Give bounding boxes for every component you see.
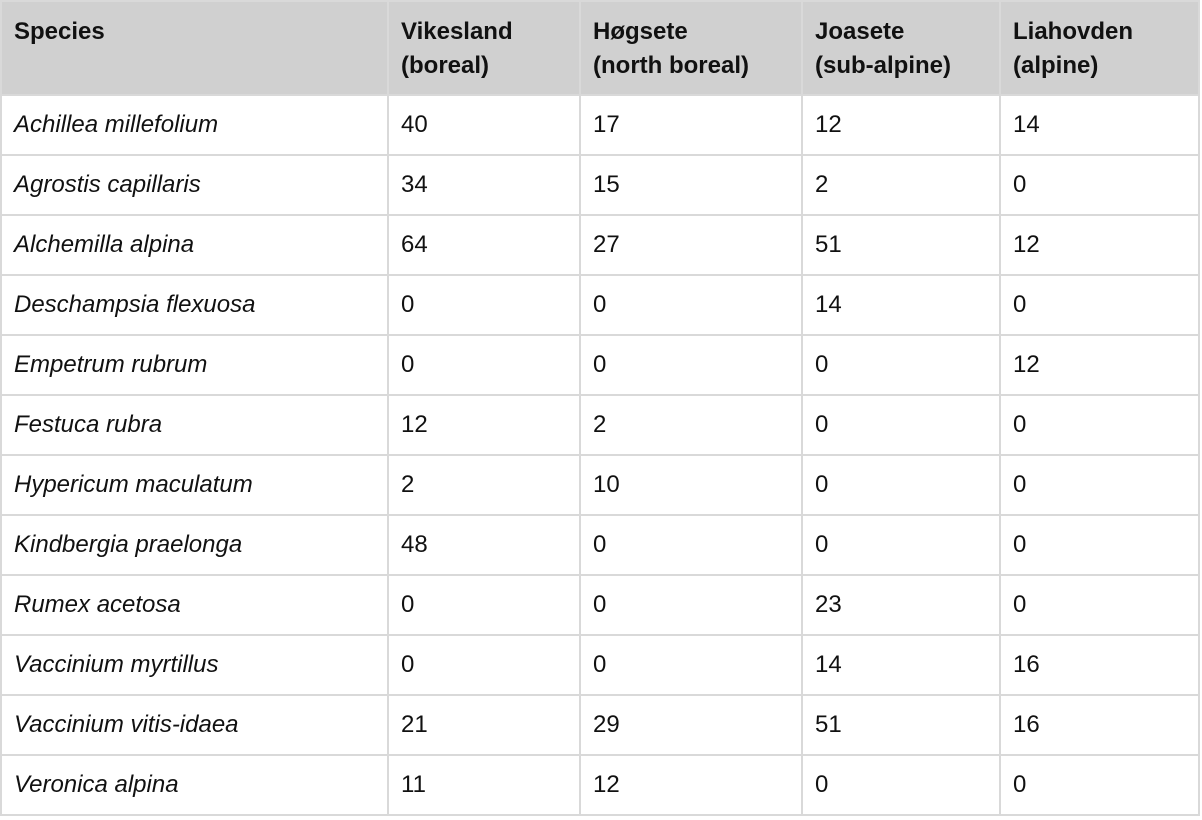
species-cell: Alchemilla alpina xyxy=(0,214,389,276)
joasete-cell: 2 xyxy=(801,154,1001,216)
table-row: Empetrum rubrum 0 0 0 12 xyxy=(0,334,1200,396)
hogsete-cell: 29 xyxy=(579,694,803,756)
joasete-cell: 51 xyxy=(801,694,1001,756)
joasete-cell: 51 xyxy=(801,214,1001,276)
hogsete-cell: 10 xyxy=(579,454,803,516)
header-hogsete: Høgsete (north boreal) xyxy=(579,0,803,96)
vikesland-cell: 64 xyxy=(387,214,581,276)
hogsete-cell: 12 xyxy=(579,754,803,816)
liahovden-cell: 14 xyxy=(999,94,1200,156)
hogsete-cell: 17 xyxy=(579,94,803,156)
vikesland-cell: 34 xyxy=(387,154,581,216)
species-cell: Kindbergia praelonga xyxy=(0,514,389,576)
hogsete-cell: 0 xyxy=(579,634,803,696)
joasete-cell: 12 xyxy=(801,94,1001,156)
liahovden-cell: 16 xyxy=(999,634,1200,696)
liahovden-cell: 0 xyxy=(999,574,1200,636)
header-vikesland: Vikesland (boreal) xyxy=(387,0,581,96)
hogsete-cell: 0 xyxy=(579,274,803,336)
species-cell: Hypericum maculatum xyxy=(0,454,389,516)
hogsete-cell: 27 xyxy=(579,214,803,276)
species-cell: Achillea millefolium xyxy=(0,94,389,156)
joasete-cell: 0 xyxy=(801,334,1001,396)
hogsete-cell: 0 xyxy=(579,574,803,636)
header-vikesland-site: Vikesland xyxy=(401,18,513,45)
table-header: Species Vikesland (boreal) Høgsete (nort… xyxy=(0,0,1200,96)
table-row: Kindbergia praelonga 48 0 0 0 xyxy=(0,514,1200,576)
species-cell: Vaccinium myrtillus xyxy=(0,634,389,696)
table-row: Alchemilla alpina 64 27 51 12 xyxy=(0,214,1200,276)
species-cell: Veronica alpina xyxy=(0,754,389,816)
liahovden-cell: 16 xyxy=(999,694,1200,756)
table-body: Achillea millefolium 40 17 12 14 Agrosti… xyxy=(0,94,1200,816)
vikesland-cell: 2 xyxy=(387,454,581,516)
vikesland-cell: 0 xyxy=(387,574,581,636)
header-species: Species xyxy=(0,0,389,96)
liahovden-cell: 12 xyxy=(999,214,1200,276)
species-cell: Empetrum rubrum xyxy=(0,334,389,396)
header-joasete-site: Joasete xyxy=(815,18,905,45)
hogsete-cell: 15 xyxy=(579,154,803,216)
species-cell: Agrostis capillaris xyxy=(0,154,389,216)
table-row: Hypericum maculatum 2 10 0 0 xyxy=(0,454,1200,516)
table-row: Agrostis capillaris 34 15 2 0 xyxy=(0,154,1200,216)
liahovden-cell: 0 xyxy=(999,394,1200,456)
hogsete-cell: 2 xyxy=(579,394,803,456)
header-liahovden-site: Liahovden xyxy=(1013,18,1134,45)
vikesland-cell: 0 xyxy=(387,334,581,396)
vikesland-cell: 48 xyxy=(387,514,581,576)
species-cell: Rumex acetosa xyxy=(0,574,389,636)
header-hogsete-site: Høgsete xyxy=(593,18,688,45)
hogsete-cell: 0 xyxy=(579,514,803,576)
table-row: Rumex acetosa 0 0 23 0 xyxy=(0,574,1200,636)
liahovden-cell: 0 xyxy=(999,154,1200,216)
joasete-cell: 0 xyxy=(801,454,1001,516)
header-hogsete-zone: (north boreal) xyxy=(593,52,749,79)
liahovden-cell: 0 xyxy=(999,274,1200,336)
header-joasete-zone: (sub-alpine) xyxy=(815,52,951,79)
vikesland-cell: 11 xyxy=(387,754,581,816)
header-liahovden-zone: (alpine) xyxy=(1013,52,1099,79)
liahovden-cell: 0 xyxy=(999,514,1200,576)
liahovden-cell: 0 xyxy=(999,454,1200,516)
species-cell: Deschampsia flexuosa xyxy=(0,274,389,336)
table-row: Vaccinium vitis-idaea 21 29 51 16 xyxy=(0,694,1200,756)
table-row: Festuca rubra 12 2 0 0 xyxy=(0,394,1200,456)
table-row: Veronica alpina 11 12 0 0 xyxy=(0,754,1200,816)
joasete-cell: 0 xyxy=(801,394,1001,456)
vikesland-cell: 0 xyxy=(387,274,581,336)
header-joasete: Joasete (sub-alpine) xyxy=(801,0,1001,96)
table-row: Deschampsia flexuosa 0 0 14 0 xyxy=(0,274,1200,336)
vikesland-cell: 0 xyxy=(387,634,581,696)
vikesland-cell: 21 xyxy=(387,694,581,756)
joasete-cell: 0 xyxy=(801,514,1001,576)
joasete-cell: 14 xyxy=(801,274,1001,336)
header-species-label: Species xyxy=(14,18,105,45)
header-liahovden: Liahovden (alpine) xyxy=(999,0,1200,96)
header-row: Species Vikesland (boreal) Høgsete (nort… xyxy=(0,0,1200,96)
joasete-cell: 23 xyxy=(801,574,1001,636)
species-cell: Vaccinium vitis-idaea xyxy=(0,694,389,756)
table-row: Vaccinium myrtillus 0 0 14 16 xyxy=(0,634,1200,696)
vikesland-cell: 12 xyxy=(387,394,581,456)
header-vikesland-zone: (boreal) xyxy=(401,52,490,79)
species-cell: Festuca rubra xyxy=(0,394,389,456)
table-row: Achillea millefolium 40 17 12 14 xyxy=(0,94,1200,156)
joasete-cell: 14 xyxy=(801,634,1001,696)
vikesland-cell: 40 xyxy=(387,94,581,156)
liahovden-cell: 0 xyxy=(999,754,1200,816)
liahovden-cell: 12 xyxy=(999,334,1200,396)
joasete-cell: 0 xyxy=(801,754,1001,816)
hogsete-cell: 0 xyxy=(579,334,803,396)
